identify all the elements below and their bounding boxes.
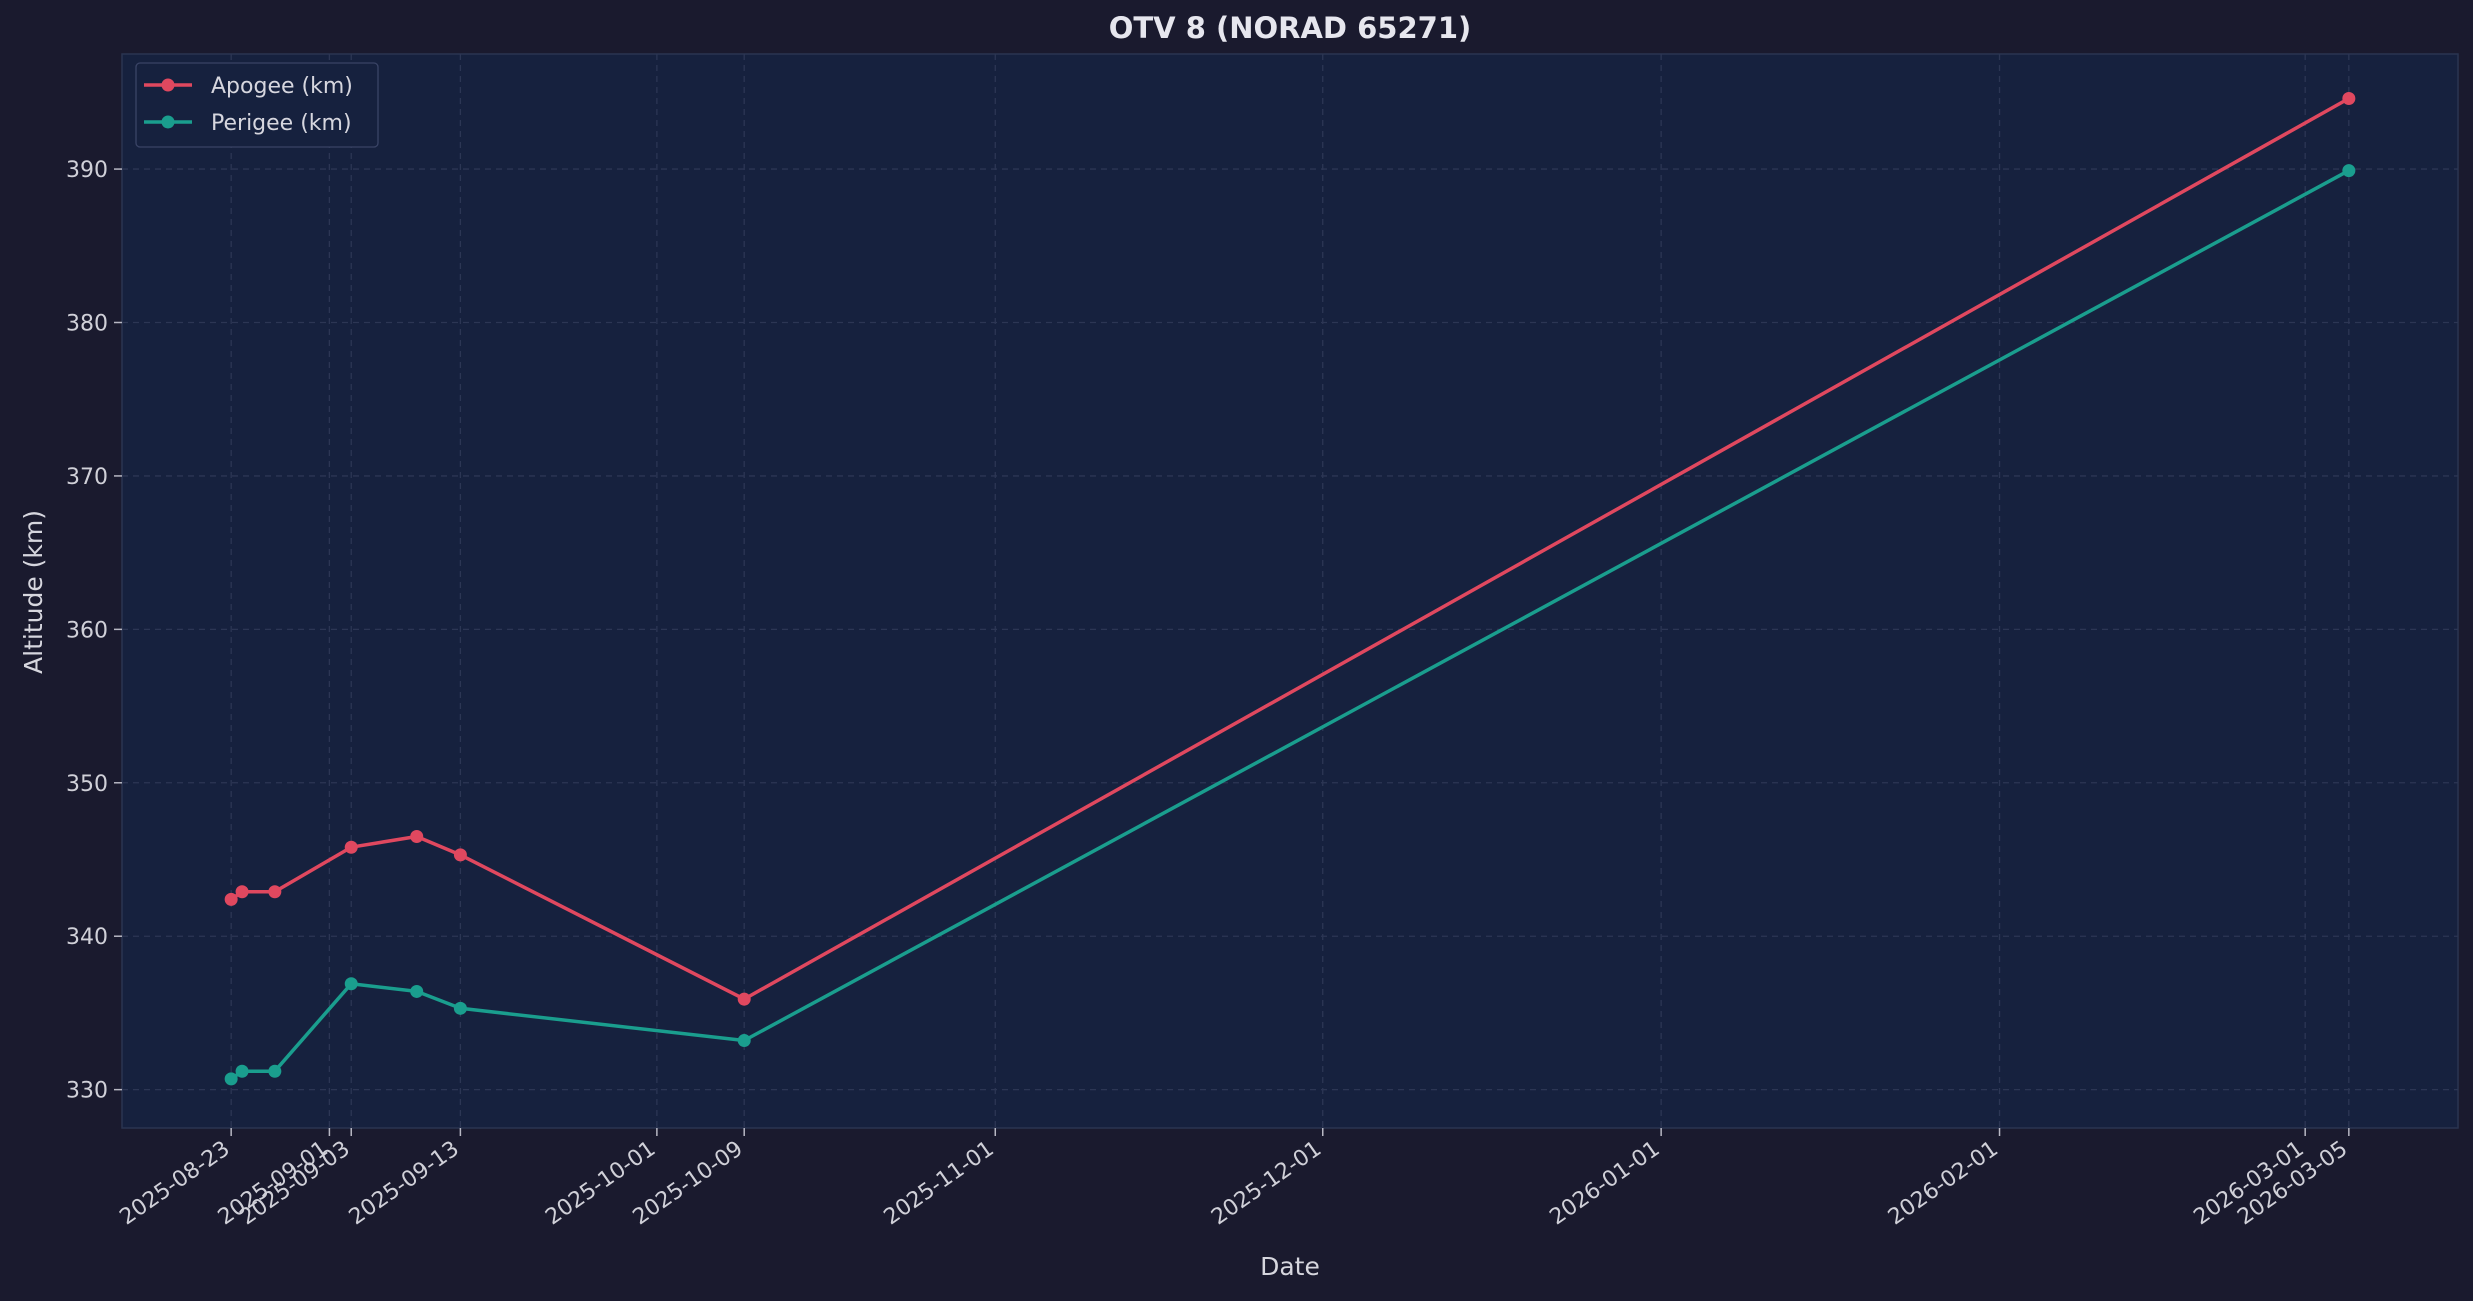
data-point-perigee (268, 1064, 282, 1078)
chart-title: OTV 8 (NORAD 65271) (1109, 11, 1472, 45)
data-point-perigee (344, 977, 358, 991)
y-tick-label: 330 (66, 1079, 108, 1104)
data-point-perigee (737, 1034, 751, 1048)
legend-marker-perigee (161, 115, 175, 129)
y-tick-label: 370 (66, 465, 108, 490)
data-point-apogee (344, 840, 358, 854)
y-tick-label: 360 (66, 618, 108, 643)
data-point-perigee (224, 1072, 238, 1086)
data-point-apogee (410, 829, 424, 843)
data-point-perigee (2342, 164, 2356, 178)
data-point-perigee (410, 984, 424, 998)
data-point-perigee (235, 1064, 249, 1078)
legend: Apogee (km) Perigee (km) (135, 62, 379, 148)
data-point-apogee (268, 885, 282, 899)
y-axis-title: Altitude (km) (19, 510, 48, 674)
y-tick-label: 380 (66, 312, 108, 337)
data-point-apogee (224, 892, 238, 906)
legend-label-perigee: Perigee (km) (211, 111, 352, 136)
y-tick-label: 390 (66, 158, 108, 183)
data-point-perigee (453, 1001, 467, 1015)
data-point-apogee (453, 848, 467, 862)
y-tick-label: 340 (66, 925, 108, 950)
plot-area (121, 53, 2459, 1129)
data-point-apogee (235, 885, 249, 899)
legend-label-apogee: Apogee (km) (211, 74, 353, 99)
y-tick-label: 350 (66, 772, 108, 797)
grid-lines (122, 54, 2458, 1128)
data-point-apogee (2342, 91, 2356, 105)
data-point-apogee (737, 992, 751, 1006)
legend-box (135, 62, 379, 148)
x-axis-title: Date (1260, 1252, 1320, 1281)
series-layer (224, 91, 2356, 1086)
legend-marker-apogee (161, 78, 175, 92)
